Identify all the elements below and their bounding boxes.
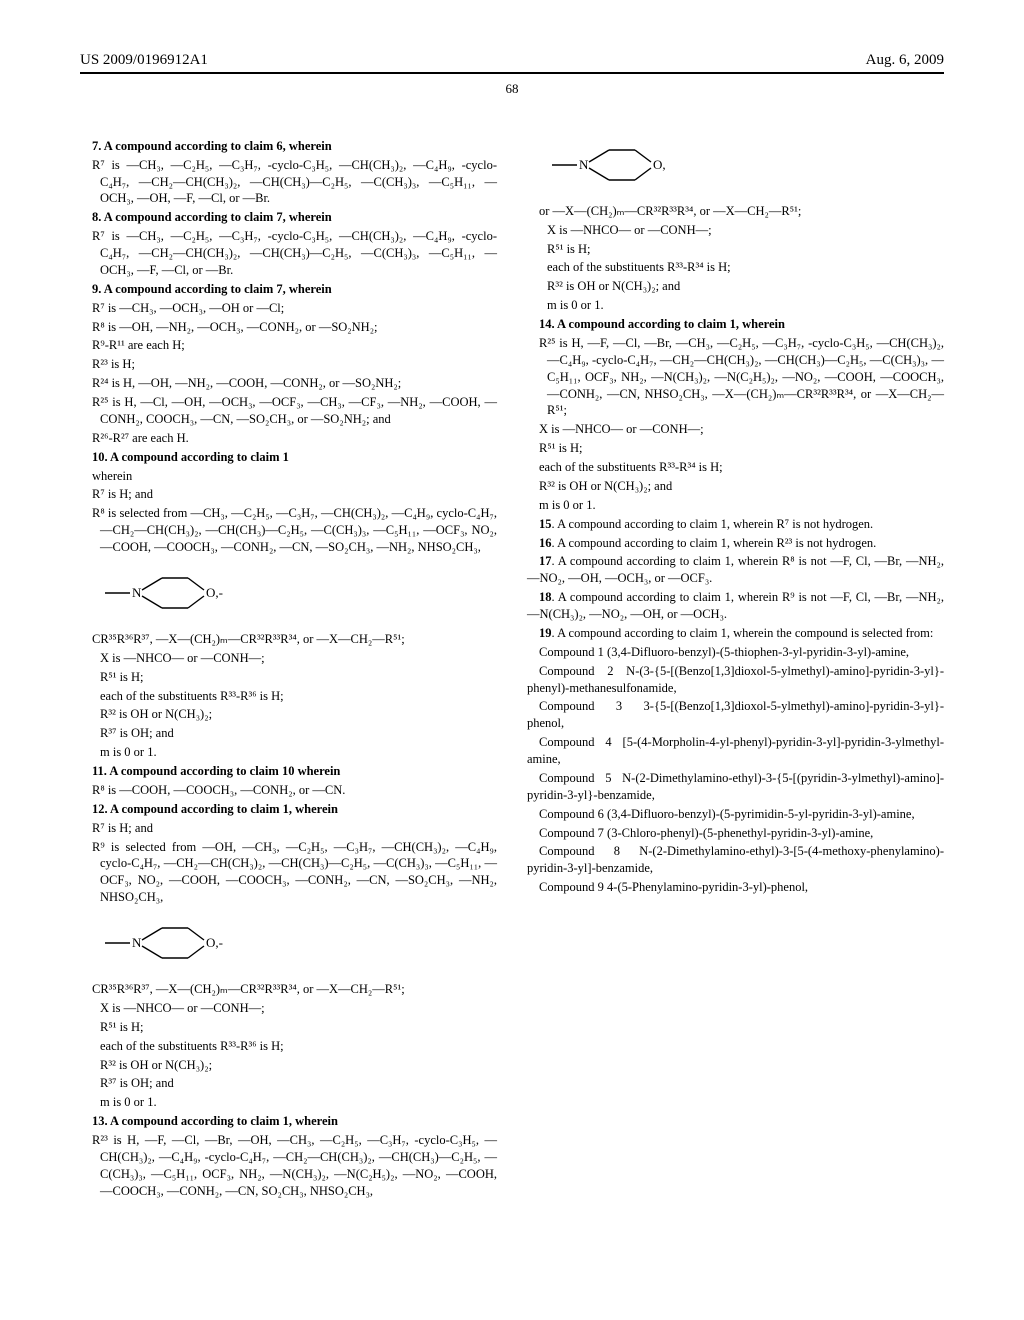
claim-10-head: 10. A compound according to claim 1 [80, 449, 497, 466]
claim-14-head: 14. A compound according to claim 1, whe… [527, 316, 944, 333]
claim-12-l0: R⁷ is H; and [80, 820, 497, 837]
claim-13-a1: X is —NHCO— or —CONH—; [527, 222, 944, 239]
claim-11-head: 11. A compound according to claim 10 whe… [80, 763, 497, 780]
claim-10-a2: R⁵¹ is H; [80, 669, 497, 686]
col2-l2: m is 0 or 1. [80, 1094, 497, 1111]
claim-19-head: 19. A compound according to claim 1, whe… [527, 625, 944, 642]
compound-6: Compound 6 (3,4-Difluoro-benzyl)-(5-pyri… [527, 806, 944, 823]
claim-12-head: 12. A compound according to claim 1, whe… [80, 801, 497, 818]
compound-2: Compound 2 N-(3-{5-[(Benzo[1,3]dioxol-5-… [527, 663, 944, 697]
claim-14-l1: X is —NHCO— or —CONH—; [527, 421, 944, 438]
claim-13-a4: R³² is OH or N(CH₃)₂; and [527, 278, 944, 295]
claim-9-l1: R⁸ is —OH, —NH₂, —OCH₃, —CONH₂, or —SO₂N… [80, 319, 497, 336]
claim-14-l0: R²⁵ is H, —F, —Cl, —Br, —CH₃, —C₂H₅, —C₃… [527, 335, 944, 419]
claim-12-a1: X is —NHCO— or —CONH—; [80, 1000, 497, 1017]
claim-15: 15. A compound according to claim 1, whe… [527, 516, 944, 533]
col2-l0: R³² is OH or N(CH₃)₂; [80, 1057, 497, 1074]
claim-17: 17. A compound according to claim 1, whe… [527, 553, 944, 587]
claim-14-l5: m is 0 or 1. [527, 497, 944, 514]
col2-l1: R³⁷ is OH; and [80, 1075, 497, 1092]
claim-9-l4: R²⁴ is H, —OH, —NH₂, —COOH, —CONH₂, or —… [80, 375, 497, 392]
claim-14-l3: each of the substituents R³³-R³⁴ is H; [527, 459, 944, 476]
claim-10-a3: each of the substituents R³³-R³⁶ is H; [80, 688, 497, 705]
claim-7-line: R⁷ is —CH₃, —C₂H₅, —C₃H₇, -cyclo-C₃H₅, —… [80, 157, 497, 208]
compound-9: Compound 9 4-(5-Phenylamino-pyridin-3-yl… [527, 879, 944, 896]
columns: 7. A compound according to claim 6, wher… [80, 138, 944, 1238]
page-number: 68 [80, 80, 944, 98]
compound-1: Compound 1 (3,4-Difluoro-benzyl)-(5-thio… [527, 644, 944, 661]
claim-10-a6: m is 0 or 1. [80, 744, 497, 761]
claim-9-l6: R²⁶-R²⁷ are each H. [80, 430, 497, 447]
claim-8-head: 8. A compound according to claim 7, wher… [80, 209, 497, 226]
claim-9-l2: R⁹-R¹¹ are each H; [80, 337, 497, 354]
claim-9-l3: R²³ is H; [80, 356, 497, 373]
claim-9-l5: R²⁵ is H, —Cl, —OH, —OCH₃, —OCF₃, —CH₃, … [80, 394, 497, 428]
claim-14-l2: R⁵¹ is H; [527, 440, 944, 457]
claim-10-a4: R³² is OH or N(CH₃)₂; [80, 706, 497, 723]
claim-9-l0: R⁷ is —CH₃, —OCH₃, —OH or —Cl; [80, 300, 497, 317]
claim-12-l1: R⁹ is selected from —OH, —CH₃, —C₂H₅, —C… [80, 839, 497, 907]
claim-11-l0: R⁸ is —COOH, —COOCH₃, —CONH₂, or —CN. [80, 782, 497, 799]
claim-13-a5: m is 0 or 1. [527, 297, 944, 314]
claim-13-head: 13. A compound according to claim 1, whe… [80, 1113, 497, 1130]
claim-10-l1: R⁷ is H; and [80, 486, 497, 503]
svg-text:N: N [579, 157, 589, 172]
svg-text:O,-: O,- [206, 935, 223, 950]
compound-4: Compound 4 [5-(4-Morpholin-4-yl-phenyl)-… [527, 734, 944, 768]
claim-10-l0: wherein [80, 468, 497, 485]
compound-8: Compound 8 N-(2-Dimethylamino-ethyl)-3-[… [527, 843, 944, 877]
claim-16: 16. A compound according to claim 1, whe… [527, 535, 944, 552]
claim-12-a3: each of the substituents R³³-R³⁶ is H; [80, 1038, 497, 1055]
header-left: US 2009/0196912A1 [80, 50, 208, 70]
morpholine-structure-1: N O,- [100, 566, 497, 621]
svg-text:O,: O, [653, 157, 666, 172]
claim-13-a0: or —X—(CH₂)ₘ—CR³²R³³R³⁴, or —X—CH₂—R⁵¹; [527, 203, 944, 220]
header: US 2009/0196912A1 Aug. 6, 2009 [80, 50, 944, 74]
header-right: Aug. 6, 2009 [866, 50, 944, 70]
claim-12-a2: R⁵¹ is H; [80, 1019, 497, 1036]
claim-13-a3: each of the substituents R³³-R³⁴ is H; [527, 259, 944, 276]
morpholine-structure-3: N O, [547, 138, 944, 193]
page: US 2009/0196912A1 Aug. 6, 2009 68 7. A c… [0, 0, 1024, 1320]
claim-10-l2: R⁸ is selected from —CH₃, —C₂H₅, —C₃H₇, … [80, 505, 497, 556]
claim-18: 18. A compound according to claim 1, whe… [527, 589, 944, 623]
svg-text:N: N [132, 585, 142, 600]
claim-12-a0: CR³⁵R³⁶R³⁷, —X—(CH₂)ₘ—CR³²R³³R³⁴, or —X—… [80, 981, 497, 998]
svg-text:N: N [132, 935, 142, 950]
compound-3: Compound 3 3-{5-[(Benzo[1,3]dioxol-5-ylm… [527, 698, 944, 732]
morpholine-structure-2: N O,- [100, 916, 497, 971]
claim-7-head: 7. A compound according to claim 6, wher… [80, 138, 497, 155]
svg-text:O,-: O,- [206, 585, 223, 600]
claim-10-a5: R³⁷ is OH; and [80, 725, 497, 742]
compound-5: Compound 5 N-(2-Dimethylamino-ethyl)-3-{… [527, 770, 944, 804]
claim-14-l4: R³² is OH or N(CH₃)₂; and [527, 478, 944, 495]
claim-8-line: R⁷ is —CH₃, —C₂H₅, —C₃H₇, -cyclo-C₃H₅, —… [80, 228, 497, 279]
compound-7: Compound 7 (3-Chloro-phenyl)-(5-phenethy… [527, 825, 944, 842]
claim-10-a0: CR³⁵R³⁶R³⁷, —X—(CH₂)ₘ—CR³²R³³R³⁴, or —X—… [80, 631, 497, 648]
claim-13-l0: R²³ is H, —F, —Cl, —Br, —OH, —CH₃, —C₂H₅… [80, 1132, 497, 1200]
claim-13-a2: R⁵¹ is H; [527, 241, 944, 258]
claim-10-a1: X is —NHCO— or —CONH—; [80, 650, 497, 667]
claim-9-head: 9. A compound according to claim 7, wher… [80, 281, 497, 298]
